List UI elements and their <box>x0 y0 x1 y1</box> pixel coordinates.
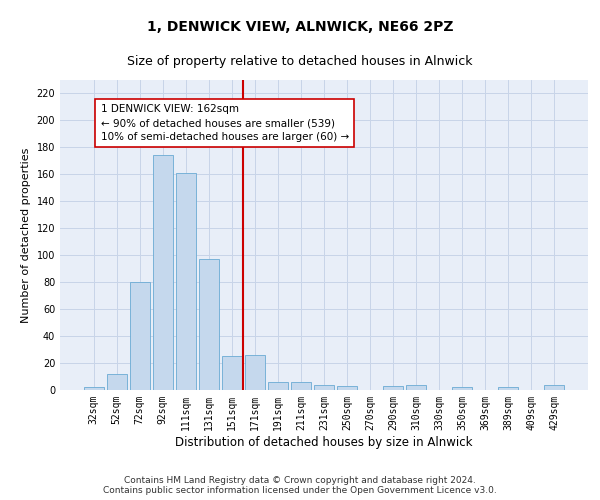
Bar <box>452 388 472 390</box>
Bar <box>84 388 104 390</box>
Bar <box>337 386 357 390</box>
Bar <box>291 382 311 390</box>
Bar <box>406 384 426 390</box>
X-axis label: Distribution of detached houses by size in Alnwick: Distribution of detached houses by size … <box>175 436 473 448</box>
Bar <box>153 156 173 390</box>
Text: 1, DENWICK VIEW, ALNWICK, NE66 2PZ: 1, DENWICK VIEW, ALNWICK, NE66 2PZ <box>147 20 453 34</box>
Bar <box>499 388 518 390</box>
Bar <box>245 355 265 390</box>
Bar <box>314 384 334 390</box>
Bar <box>383 386 403 390</box>
Y-axis label: Number of detached properties: Number of detached properties <box>21 148 31 322</box>
Bar <box>268 382 288 390</box>
Bar <box>199 260 218 390</box>
Bar <box>176 173 196 390</box>
Bar <box>544 384 564 390</box>
Text: 1 DENWICK VIEW: 162sqm
← 90% of detached houses are smaller (539)
10% of semi-de: 1 DENWICK VIEW: 162sqm ← 90% of detached… <box>101 104 349 142</box>
Text: Contains HM Land Registry data © Crown copyright and database right 2024.
Contai: Contains HM Land Registry data © Crown c… <box>103 476 497 495</box>
Bar <box>130 282 149 390</box>
Bar <box>107 374 127 390</box>
Bar <box>222 356 242 390</box>
Text: Size of property relative to detached houses in Alnwick: Size of property relative to detached ho… <box>127 55 473 68</box>
